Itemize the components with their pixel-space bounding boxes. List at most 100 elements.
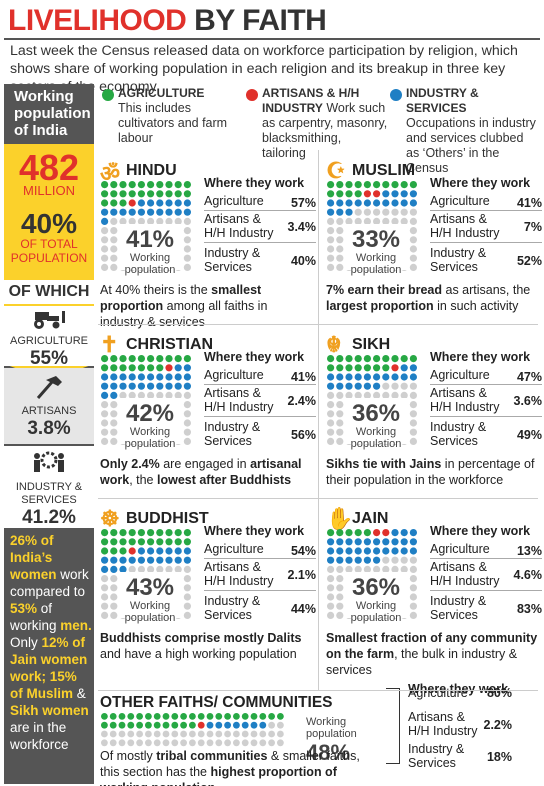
women-note-segment: Sikh women [10, 703, 89, 718]
total-workforce-value: 482 [18, 147, 80, 188]
agriculture-dot [382, 355, 390, 363]
non-working-dot [382, 208, 390, 216]
agriculture-dot [183, 190, 191, 198]
row-agriculture-label: Agriculture [204, 368, 264, 382]
non-working-dot [336, 217, 344, 225]
percent-backdrop [118, 572, 182, 618]
industry-dot [174, 373, 182, 381]
faith-note-segment: Only 2.4% [100, 457, 160, 471]
agriculture-dot [197, 713, 205, 720]
industry-dot [354, 538, 362, 546]
non-working-dot [110, 419, 118, 427]
agriculture-dot [400, 355, 408, 363]
non-working-dot [409, 254, 417, 262]
industry-dot [110, 565, 118, 573]
agriculture-dot [119, 190, 127, 198]
industry-dot [363, 556, 371, 564]
non-working-dot [180, 739, 187, 747]
legend-industry-text: Occupations in industry and services clu… [406, 116, 536, 175]
sector-industry-value: 41.2% [22, 507, 76, 528]
non-working-dot [382, 565, 390, 573]
agriculture-dot [373, 355, 381, 363]
non-working-dot [128, 391, 136, 399]
agriculture-dot [110, 190, 118, 198]
agriculture-dot [336, 364, 344, 372]
title-part1: LIVELIHOOD [8, 4, 187, 37]
row-industry-label: Industry & [408, 742, 465, 756]
non-working-dot [327, 227, 335, 235]
percent-backdrop [344, 398, 408, 444]
industry-dot [174, 556, 182, 564]
industry-dot [327, 556, 335, 564]
wp-line1: Working [129, 252, 171, 264]
row-industry-value: 52% [516, 254, 542, 268]
working-population-pct: 33% [351, 226, 401, 253]
wp-line2: population [124, 264, 176, 276]
industry-dot [400, 364, 408, 372]
non-working-dot [101, 611, 109, 619]
industry-dot [250, 721, 258, 729]
non-working-dot [183, 401, 191, 409]
agriculture-dot [165, 529, 173, 537]
faith-panel-muslim: ☪ MUSLIM 33% Working population Where they wo… [326, 158, 542, 313]
non-working-dot [101, 437, 109, 445]
row-artisans-label2: H/H Industry [204, 400, 274, 414]
non-working-dot [127, 730, 135, 738]
non-working-dot [400, 217, 408, 225]
non-working-dot [409, 602, 417, 610]
row-artisans-value: 2.4% [287, 394, 317, 408]
non-working-dot [363, 208, 371, 216]
industry-dot [147, 547, 155, 555]
industry-dot [345, 208, 353, 216]
working-population-pct: 36% [351, 574, 401, 601]
row-industry-value: 18% [486, 750, 512, 764]
non-working-dot [277, 730, 284, 738]
title-part2: BY FAITH [186, 4, 327, 37]
total-workforce-unit: MILLION [22, 183, 75, 198]
non-working-dot [327, 245, 335, 253]
working-population-pct: 43% [125, 574, 175, 601]
agriculture-dot [165, 538, 173, 546]
industry-dot [147, 556, 155, 564]
non-working-dot [101, 245, 109, 253]
non-working-dot [409, 565, 417, 573]
non-working-dot [277, 739, 284, 747]
agriculture-dot [110, 199, 118, 207]
non-working-dot [259, 739, 267, 747]
non-working-dot [110, 217, 118, 225]
non-working-dot [363, 565, 371, 573]
non-working-dot [409, 428, 417, 436]
of-which-label: OF WHICH [4, 280, 94, 304]
non-working-dot [409, 208, 417, 216]
non-working-dot [183, 263, 191, 271]
industry-dot [101, 565, 109, 573]
industry-dot [110, 208, 118, 216]
industry-dot [110, 556, 118, 564]
agriculture-dot [382, 364, 390, 372]
faith-panel-jain: ✋ JAIN 36% Working population Where they work… [326, 506, 542, 677]
industry-dot [174, 208, 182, 216]
non-working-dot [400, 382, 408, 390]
working-population-pct: 42% [125, 400, 175, 427]
non-working-dot [183, 611, 191, 619]
industry-dot [327, 547, 335, 555]
legend-industry-head: INDUSTRY & SERVICES [406, 86, 479, 115]
agriculture-dot [101, 181, 109, 189]
agriculture-dot [180, 721, 187, 729]
non-working-dot [110, 401, 118, 409]
non-working-dot [118, 739, 126, 747]
row-agriculture: Agriculture 80% [408, 686, 512, 700]
industry-dot [409, 199, 417, 207]
non-working-dot [391, 556, 399, 564]
faith-note: Only 2.4% are engaged in artisanal work,… [100, 456, 312, 488]
row-agriculture-label: Agriculture [204, 194, 264, 208]
artisans-dot [391, 364, 399, 372]
non-working-dot [327, 584, 335, 592]
non-working-dot [101, 730, 108, 738]
row-artisans-value: 3.4% [287, 220, 317, 234]
row-artisans: Artisans & H/H Industry 3.6% [430, 386, 542, 414]
faith-name: BUDDHIST [126, 510, 209, 527]
row-industry-label2: Services [204, 608, 252, 622]
non-working-dot [171, 730, 179, 738]
where-they-work-heading: Where they work [430, 350, 531, 364]
